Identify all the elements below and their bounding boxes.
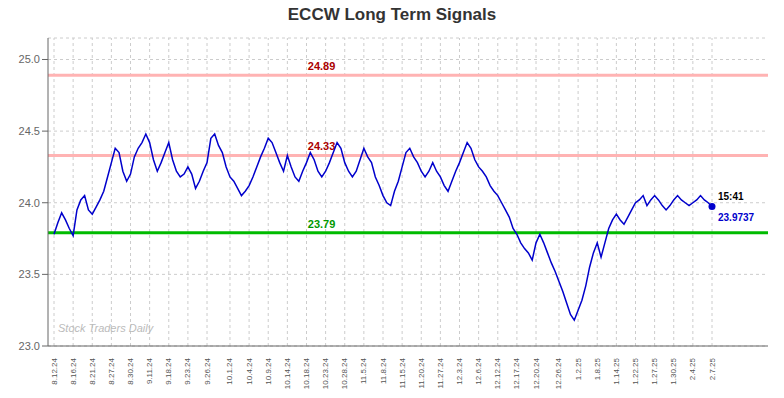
svg-text:12.6.24: 12.6.24 [474, 357, 483, 384]
svg-text:8.16.24: 8.16.24 [69, 357, 78, 384]
svg-text:1.22.25: 1.22.25 [631, 357, 640, 384]
html-text:Stock Traders Daily: Stock Traders Daily [58, 322, 154, 334]
svg-text:12.20.24: 12.20.24 [532, 357, 541, 389]
svg-text:24.5: 24.5 [19, 125, 40, 137]
svg-text:1.8.25: 1.8.25 [593, 357, 602, 380]
svg-text:1.14.25: 1.14.25 [612, 357, 621, 384]
svg-text:2.4.25: 2.4.25 [688, 357, 697, 380]
svg-text:12.17.24: 12.17.24 [512, 357, 521, 389]
svg-text:15:41: 15:41 [718, 191, 744, 202]
svg-text:10.4.24: 10.4.24 [245, 357, 254, 384]
svg-text:1.2.25: 1.2.25 [574, 357, 583, 380]
svg-text:11.15.24: 11.15.24 [398, 357, 407, 388]
svg-text:10.9.24: 10.9.24 [264, 357, 273, 384]
svg-text:10.14.24: 10.14.24 [283, 357, 292, 389]
svg-text:12.26.24: 12.26.24 [554, 357, 563, 389]
svg-text:11.5.24: 11.5.24 [359, 357, 368, 384]
svg-text:11.20.24: 11.20.24 [417, 357, 426, 388]
svg-text:12.3.24: 12.3.24 [455, 357, 464, 384]
svg-text:2.7.25: 2.7.25 [708, 357, 717, 380]
svg-text:9.26.24: 9.26.24 [203, 357, 212, 384]
svg-text:10.1.24: 10.1.24 [225, 357, 234, 384]
svg-text:9.23.24: 9.23.24 [183, 357, 192, 384]
svg-text:9.18.24: 9.18.24 [164, 357, 173, 384]
svg-text:25.0: 25.0 [19, 53, 40, 65]
svg-text:10.23.24: 10.23.24 [321, 357, 330, 389]
svg-text:8.27.24: 8.27.24 [107, 357, 116, 384]
svg-text:11.8.24: 11.8.24 [379, 357, 388, 384]
svg-text:8.21.24: 8.21.24 [88, 357, 97, 384]
svg-text:1.27.25: 1.27.25 [650, 357, 659, 384]
svg-text:23.0: 23.0 [19, 340, 40, 352]
svg-text:23.9737: 23.9737 [718, 212, 755, 223]
svg-text:8.30.24: 8.30.24 [126, 357, 135, 384]
svg-text:12.12.24: 12.12.24 [493, 357, 502, 389]
svg-text:11.27.24: 11.27.24 [436, 357, 445, 388]
svg-text:10.28.24: 10.28.24 [340, 357, 349, 389]
svg-text:9.11.24: 9.11.24 [145, 357, 154, 384]
svg-text:23.79: 23.79 [308, 218, 336, 230]
svg-text:8.12.24: 8.12.24 [50, 357, 59, 384]
svg-text:1.30.25: 1.30.25 [669, 357, 678, 384]
svg-text:24.33: 24.33 [308, 140, 336, 152]
svg-text:10.18.24: 10.18.24 [302, 357, 311, 389]
svg-text:24.89: 24.89 [308, 60, 336, 72]
html-text:ECCW Long Term Signals: ECCW Long Term Signals [287, 5, 497, 24]
svg-text:23.5: 23.5 [19, 268, 40, 280]
svg-text:24.0: 24.0 [19, 197, 40, 209]
